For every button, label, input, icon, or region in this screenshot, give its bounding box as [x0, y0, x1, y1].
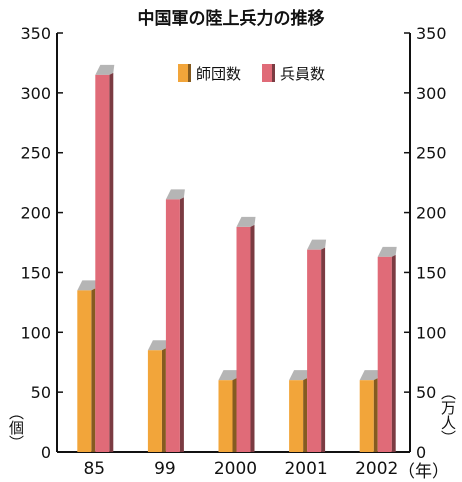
- bar-兵員数-2002: [377, 256, 392, 452]
- bar-top: [95, 64, 115, 75]
- left-tick-label: 0: [41, 443, 51, 462]
- bar-top: [236, 216, 256, 227]
- bar-side: [179, 197, 184, 452]
- bar-side: [109, 72, 114, 453]
- legend-swatch-shade: [272, 64, 275, 82]
- left-tick-label: 250: [20, 144, 51, 163]
- x-tick-label: 2002: [355, 459, 398, 479]
- bar-side: [303, 378, 308, 452]
- bar-side: [161, 348, 166, 452]
- bar-top: [77, 280, 97, 291]
- left-tick-label: 150: [20, 263, 51, 282]
- bar-師団数-2000: [218, 380, 233, 452]
- right-tick-label: 0: [416, 443, 426, 462]
- left-tick-label: 100: [20, 323, 51, 342]
- x-tick-label: 99: [154, 459, 176, 479]
- bar-top: [165, 189, 185, 200]
- bar-兵員数-2001: [307, 249, 322, 452]
- bar-top: [307, 239, 327, 250]
- right-axis-unit: （万人）: [439, 385, 457, 445]
- chart-title: 中国軍の陸上兵力の推移: [137, 9, 325, 29]
- left-tick-label: 350: [20, 24, 51, 43]
- bar-師団数-2002: [359, 380, 374, 452]
- bar-top: [147, 340, 167, 351]
- right-tick-label: 300: [416, 84, 447, 103]
- right-tick-label: 100: [416, 323, 447, 342]
- bar-兵員数-2000: [236, 226, 251, 452]
- bar-師団数-85: [77, 290, 92, 452]
- legend-label: 兵員数: [280, 65, 325, 83]
- bar-兵員数-85: [95, 74, 110, 453]
- legend-swatch-shade: [188, 64, 191, 82]
- bar-師団数-99: [147, 350, 162, 452]
- bar-top: [359, 370, 379, 381]
- right-tick-label: 150: [416, 263, 447, 282]
- legend-swatch: [178, 64, 190, 82]
- bar-兵員数-99: [165, 199, 180, 452]
- left-axis-unit: （個）: [7, 405, 25, 450]
- bar-師団数-2001: [289, 380, 304, 452]
- bar-top: [218, 370, 238, 381]
- bar-side: [391, 254, 396, 452]
- x-tick-label: 2001: [284, 459, 327, 479]
- right-tick-label: 250: [416, 144, 447, 163]
- legend-swatch: [262, 64, 274, 82]
- bar-top: [289, 370, 309, 381]
- legend-label: 師団数: [196, 65, 241, 83]
- x-tick-label: 2000: [214, 459, 257, 479]
- bar-side: [250, 224, 255, 452]
- right-tick-label: 200: [416, 204, 447, 223]
- bar-top: [377, 246, 397, 257]
- bar-side: [373, 378, 378, 452]
- bar-side: [91, 288, 96, 452]
- right-tick-label: 50: [416, 383, 436, 402]
- bar-side: [232, 378, 237, 452]
- right-tick-label: 350: [416, 24, 447, 43]
- left-tick-label: 200: [20, 204, 51, 223]
- bar-side: [321, 247, 326, 452]
- x-axis-unit: （年）: [398, 462, 449, 482]
- left-tick-label: 300: [20, 84, 51, 103]
- left-tick-label: 50: [31, 383, 51, 402]
- x-tick-label: 85: [83, 459, 105, 479]
